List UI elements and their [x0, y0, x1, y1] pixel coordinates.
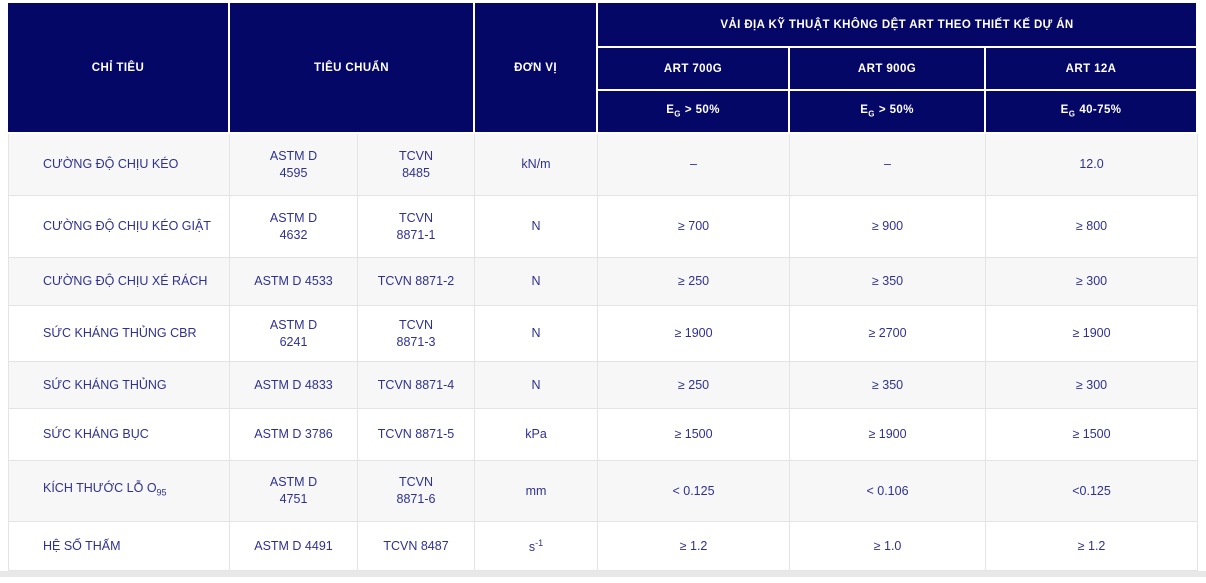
cell-value-art-700g: ≥ 700 [598, 196, 791, 258]
cell-tcvn: TCVN 8871-1 [358, 196, 476, 258]
cell-value-art-900g: ≥ 350 [790, 258, 987, 306]
cell-value-art-12a: <0.125 [986, 461, 1199, 522]
table-row: CƯỜNG ĐỘ CHỊU KÉO GIẬT ASTM D 4632 TCVN 88… [8, 196, 1199, 258]
cell-unit: kPa [475, 409, 599, 461]
row-label: SỨC KHÁNG THỦNG CBR [8, 306, 230, 362]
cell-tcvn: TCVN 8871-3 [358, 306, 476, 362]
cell-unit: kN/m [475, 134, 599, 196]
row-label: CƯỜNG ĐỘ CHỊU XÉ RÁCH [8, 258, 230, 306]
cell-value-art-12a: ≥ 800 [986, 196, 1199, 258]
cell-value-art-900g: ≥ 1900 [790, 409, 987, 461]
header-cell-standard: TIÊU CHUẨN [230, 3, 476, 134]
elongation-subscript: G [674, 109, 681, 119]
cell-value-art-700g: ≥ 1.2 [598, 522, 791, 571]
cell-value-art-12a: ≥ 1900 [986, 306, 1199, 362]
elongation-subscript: G [868, 109, 875, 119]
cell-value-art-12a: ≥ 1500 [986, 409, 1199, 461]
cell-value-art-700g: ≥ 250 [598, 362, 791, 409]
row-label: CƯỜNG ĐỘ CHỊU KÉO GIẬT [8, 196, 230, 258]
elongation-condition: > 50% [878, 104, 914, 117]
cell-tcvn: TCVN 8871-2 [358, 258, 476, 306]
cell-astm: ASTM D 4491 [230, 522, 358, 571]
cell-value-art-900g: – [790, 134, 987, 196]
cell-value-art-700g: ≥ 250 [598, 258, 791, 306]
header-cell-elongation-art-12a: EG 40-75% [986, 91, 1199, 134]
label-subscript: 95 [156, 487, 167, 498]
header-cell-product-art-900g: ART 900G [790, 48, 987, 91]
header-cell-unit: ĐƠN VỊ [475, 3, 599, 134]
cell-astm: ASTM D 6241 [230, 306, 358, 362]
elongation-condition: > 50% [684, 104, 720, 117]
cell-value-art-900g: ≥ 900 [790, 196, 987, 258]
cell-value-art-700g: ≥ 1500 [598, 409, 791, 461]
cell-tcvn: TCVN 8871-6 [358, 461, 476, 522]
elongation-subscript: G [1068, 109, 1076, 119]
row-label: CƯỜNG ĐỘ CHỊU KÉO [8, 134, 230, 196]
cell-unit: mm [475, 461, 599, 522]
cell-astm: ASTM D 4595 [230, 134, 358, 196]
cell-value-art-700g: – [598, 134, 791, 196]
table-row: SỨC KHÁNG THỦNG CBR ASTM D 6241 TCVN 8871-… [8, 306, 1199, 362]
row-label: HỆ SỐ THẤM [8, 522, 230, 571]
table-body: CƯỜNG ĐỘ CHỊU KÉO ASTM D 4595 TCVN 8485 kN… [8, 134, 1199, 571]
cell-unit: N [475, 258, 599, 306]
cell-unit: s-1 [475, 522, 599, 571]
header-cell-criteria: CHỈ TIÊU [8, 3, 230, 134]
cell-tcvn: TCVN 8485 [358, 134, 476, 196]
cell-value-art-900g: < 0.106 [790, 461, 987, 522]
geotextile-spec-table: CHỈ TIÊU TIÊU CHUẨN ĐƠN VỊ VẢI ĐỊA KỸ TH… [8, 3, 1199, 571]
header-cell-elongation-art-900g: EG > 50% [790, 91, 987, 134]
row-label: KÍCH THƯỚC LỖ O95 [8, 461, 230, 522]
cell-astm: ASTM D 4632 [230, 196, 358, 258]
cell-value-art-12a: ≥ 300 [986, 362, 1199, 409]
cell-tcvn: TCVN 8871-5 [358, 409, 476, 461]
cell-astm: ASTM D 4833 [230, 362, 358, 409]
cell-value-art-900g: ≥ 2700 [790, 306, 987, 362]
table-row: HỆ SỐ THẤM ASTM D 4491 TCVN 8487 s-1 ≥ 1… [8, 522, 1199, 571]
cell-tcvn: TCVN 8487 [358, 522, 476, 571]
unit-superscript: -1 [535, 538, 544, 549]
cell-value-art-700g: < 0.125 [598, 461, 791, 522]
cell-astm: ASTM D 3786 [230, 409, 358, 461]
cell-tcvn: TCVN 8871-4 [358, 362, 476, 409]
cell-unit: N [475, 306, 599, 362]
table-row: SỨC KHÁNG THỦNG ASTM D 4833 TCVN 8871-4 … [8, 362, 1199, 409]
row-label: SỨC KHÁNG THỦNG [8, 362, 230, 409]
header-cell-product-art-700g: ART 700G [598, 48, 791, 91]
table-row: CƯỜNG ĐỘ CHỊU XÉ RÁCH ASTM D 4533 TCVN 8… [8, 258, 1199, 306]
cell-value-art-900g: ≥ 1.0 [790, 522, 987, 571]
elongation-condition: 40-75% [1079, 104, 1122, 117]
elongation-symbol: E [860, 104, 869, 117]
table-row: CƯỜNG ĐỘ CHỊU KÉO ASTM D 4595 TCVN 8485 kN… [8, 134, 1199, 196]
cell-unit: N [475, 196, 599, 258]
header-cell-group-title: VẢI ĐỊA KỸ THUẬT KHÔNG DỆT ART THEO THIẾ… [598, 3, 1199, 48]
row-label: SỨC KHÁNG BỤC [8, 409, 230, 461]
cell-value-art-12a: ≥ 1.2 [986, 522, 1199, 571]
cell-value-art-12a: 12.0 [986, 134, 1199, 196]
cell-value-art-12a: ≥ 300 [986, 258, 1199, 306]
cell-astm: ASTM D 4751 [230, 461, 358, 522]
elongation-symbol: E [1060, 104, 1069, 117]
table-header: CHỈ TIÊU TIÊU CHUẨN ĐƠN VỊ VẢI ĐỊA KỸ TH… [8, 3, 1199, 134]
bottom-divider [0, 571, 1206, 577]
cell-unit: N [475, 362, 599, 409]
header-cell-product-art-12a: ART 12A [986, 48, 1199, 91]
cell-astm: ASTM D 4533 [230, 258, 358, 306]
cell-value-art-900g: ≥ 350 [790, 362, 987, 409]
elongation-symbol: E [666, 104, 675, 117]
header-cell-elongation-art-700g: EG > 50% [598, 91, 791, 134]
table-row: SỨC KHÁNG BỤC ASTM D 3786 TCVN 8871-5 kP… [8, 409, 1199, 461]
table-row: KÍCH THƯỚC LỖ O95 ASTM D 4751 TCVN 8871-6 … [8, 461, 1199, 522]
cell-value-art-700g: ≥ 1900 [598, 306, 791, 362]
